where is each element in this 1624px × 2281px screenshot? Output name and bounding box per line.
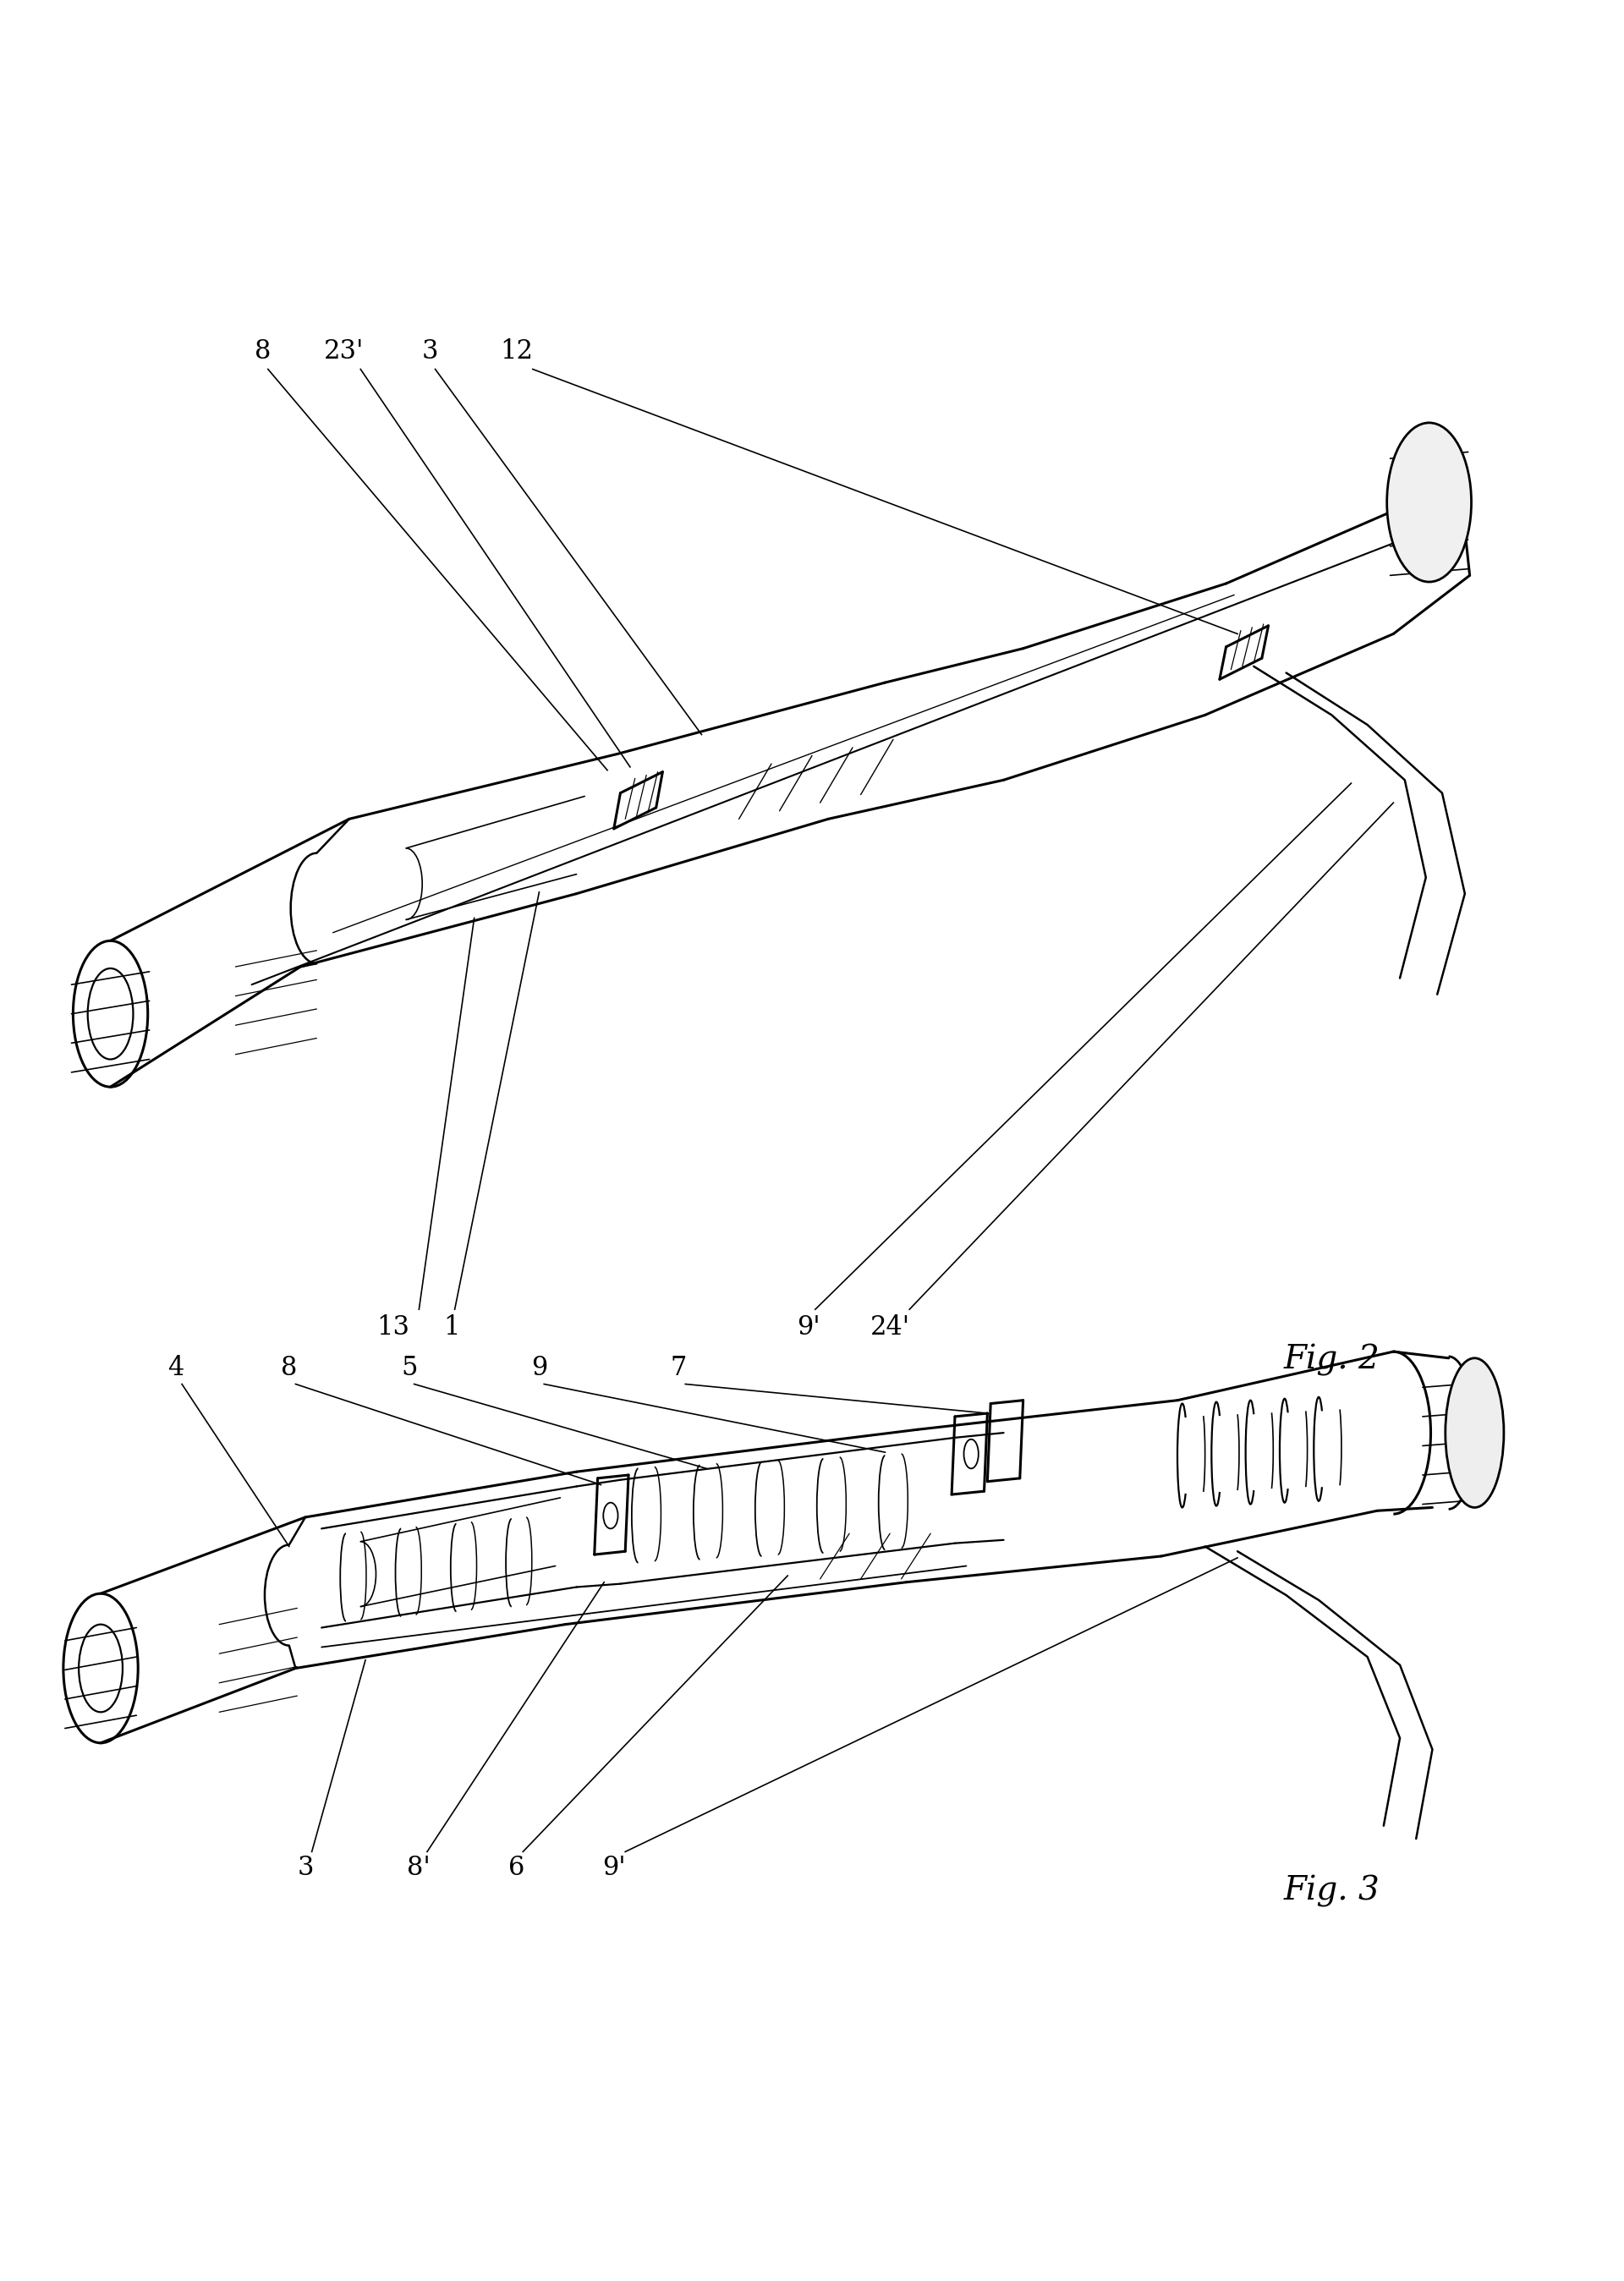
Text: 8: 8 [281,1355,297,1380]
Text: Fig. 2: Fig. 2 [1283,1344,1380,1375]
Text: 9': 9' [603,1854,625,1882]
Text: 5: 5 [401,1355,417,1380]
Text: 13: 13 [377,1314,409,1341]
Text: 1: 1 [443,1314,460,1341]
Text: 3: 3 [422,338,438,365]
Text: Fig. 3: Fig. 3 [1283,1875,1380,1907]
Text: 7: 7 [671,1355,687,1380]
Text: 23': 23' [325,338,364,365]
Text: 12: 12 [500,338,533,365]
Ellipse shape [1445,1357,1504,1508]
Text: 9: 9 [531,1355,547,1380]
Text: 3: 3 [297,1854,313,1882]
Text: 8: 8 [255,338,271,365]
Text: 6: 6 [508,1854,525,1882]
Text: 8': 8' [408,1854,430,1882]
Text: 4: 4 [167,1355,184,1380]
Ellipse shape [1387,422,1471,582]
Text: 9': 9' [797,1314,820,1341]
Text: 24': 24' [870,1314,909,1341]
